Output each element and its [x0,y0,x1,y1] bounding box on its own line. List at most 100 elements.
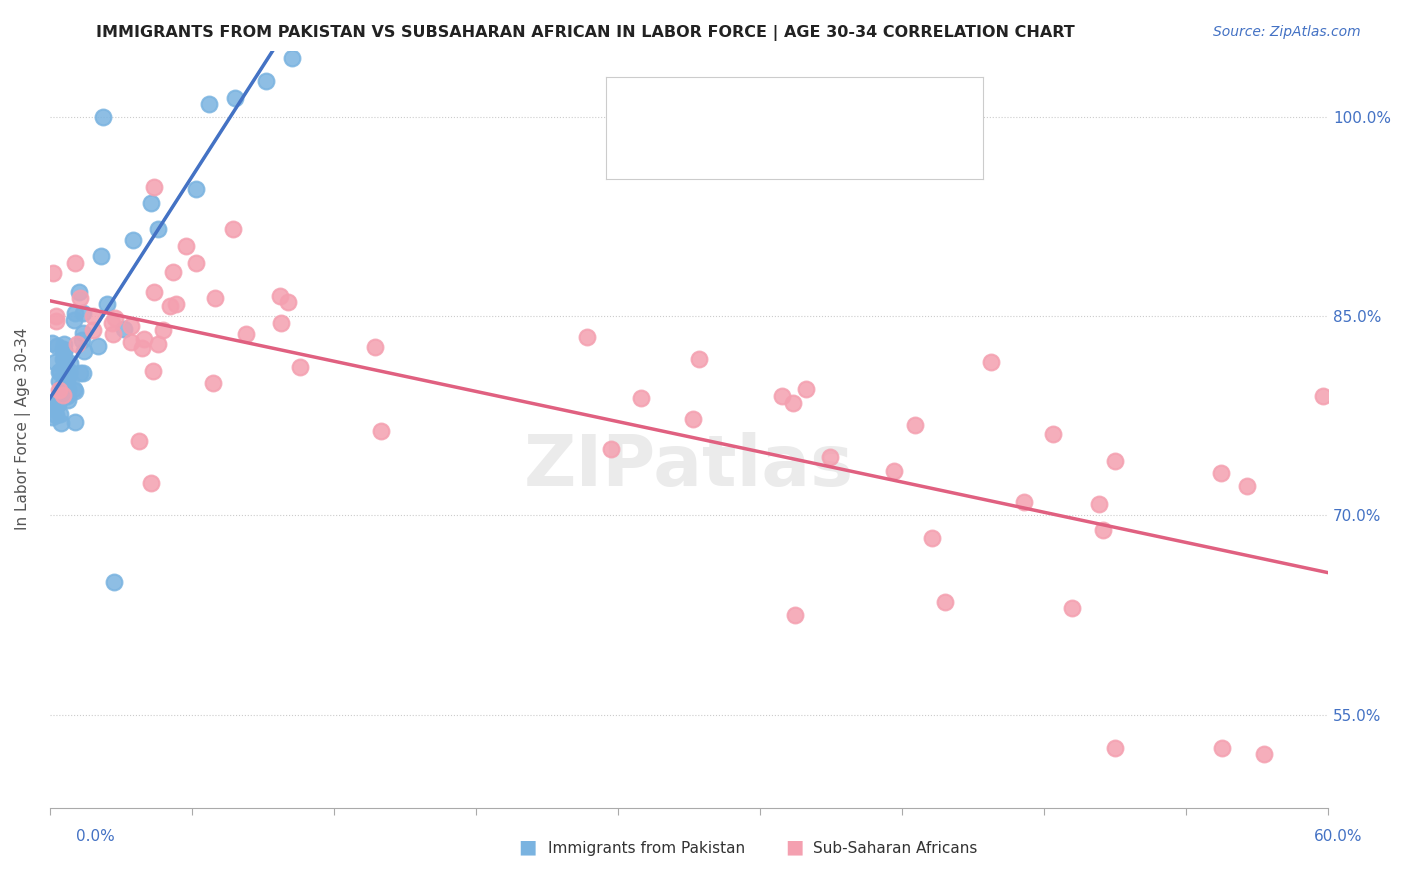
Point [104,311,127,326]
Point [120,334,142,349]
Point [53,354,76,368]
Point [165,297,187,311]
Point [87,339,110,353]
Point [288,359,311,374]
Point [142,285,165,299]
Point [52,345,75,359]
Point [44,397,66,411]
Point [1312,389,1334,403]
Point [55,373,77,387]
Point [53,360,76,375]
Point [1012,494,1035,508]
Point [56,389,79,403]
Point [785,608,807,623]
Point [1253,747,1275,762]
Point [143,180,166,194]
Point [184,182,207,196]
Text: IMMIGRANTS FROM PAKISTAN VS SUBSAHARAN AFRICAN IN LABOR FORCE | AGE 30-34 CORREL: IMMIGRANTS FROM PAKISTAN VS SUBSAHARAN A… [96,25,1074,41]
Point [174,239,197,253]
Point [48,397,70,411]
Point [1211,740,1233,755]
Point [48,383,70,397]
Point [91,110,114,124]
Point [45,399,67,413]
Point [66,336,89,351]
Text: -0.395: -0.395 [710,134,765,149]
Point [45,314,67,328]
Point [159,299,181,313]
Point [1209,466,1232,480]
Point [52,387,75,401]
Point [254,74,277,88]
Point [51,379,73,393]
Point [980,355,1002,369]
Text: 67: 67 [838,94,860,109]
Point [204,291,226,305]
Point [48,392,70,406]
Point [72,306,94,320]
Point [281,52,304,66]
Point [314,0,336,6]
Point [770,389,793,403]
Point [103,574,125,589]
Point [103,327,125,342]
Point [56,393,79,408]
Point [146,221,169,235]
Point [818,450,841,464]
Point [45,310,67,324]
Point [1104,454,1126,468]
Point [52,337,75,351]
Point [53,381,76,395]
Text: ■: ■ [517,838,537,856]
Point [67,285,90,299]
Point [1062,601,1084,615]
Text: Immigrants from Pakistan: Immigrants from Pakistan [548,841,745,855]
Point [73,344,96,359]
Point [782,396,804,410]
Text: 0.152: 0.152 [714,94,762,109]
Point [44,355,66,369]
Point [72,326,94,340]
Point [934,595,956,609]
Point [131,341,153,355]
Point [63,255,86,269]
Text: R =: R = [654,94,692,109]
Point [59,356,82,370]
Text: R =: R = [654,134,688,149]
Point [146,337,169,351]
Point [235,327,257,342]
Point [139,196,162,211]
Point [70,333,93,347]
Point [364,340,387,354]
Point [90,249,112,263]
Point [370,425,392,439]
Point [48,365,70,379]
Point [45,408,67,422]
Text: N =: N = [779,134,823,149]
Point [55,370,77,384]
Point [41,410,63,425]
Point [269,289,291,303]
Point [52,342,75,356]
Text: Sub-Saharan Africans: Sub-Saharan Africans [813,841,977,855]
Point [69,291,91,305]
Point [65,415,87,429]
Text: Source: ZipAtlas.com: Source: ZipAtlas.com [1213,25,1361,39]
Point [41,335,63,350]
Point [682,412,704,426]
Point [576,330,599,344]
Point [128,434,150,449]
Point [58,383,80,397]
Point [112,321,135,335]
Text: N =: N = [779,94,823,109]
Point [42,267,65,281]
Y-axis label: In Labor Force | Age 30-34: In Labor Force | Age 30-34 [15,328,31,531]
Point [294,15,316,29]
Point [1088,497,1111,511]
Point [132,332,155,346]
Point [63,384,86,398]
Point [794,382,817,396]
Point [1042,426,1064,441]
Point [69,366,91,380]
Point [65,306,87,320]
